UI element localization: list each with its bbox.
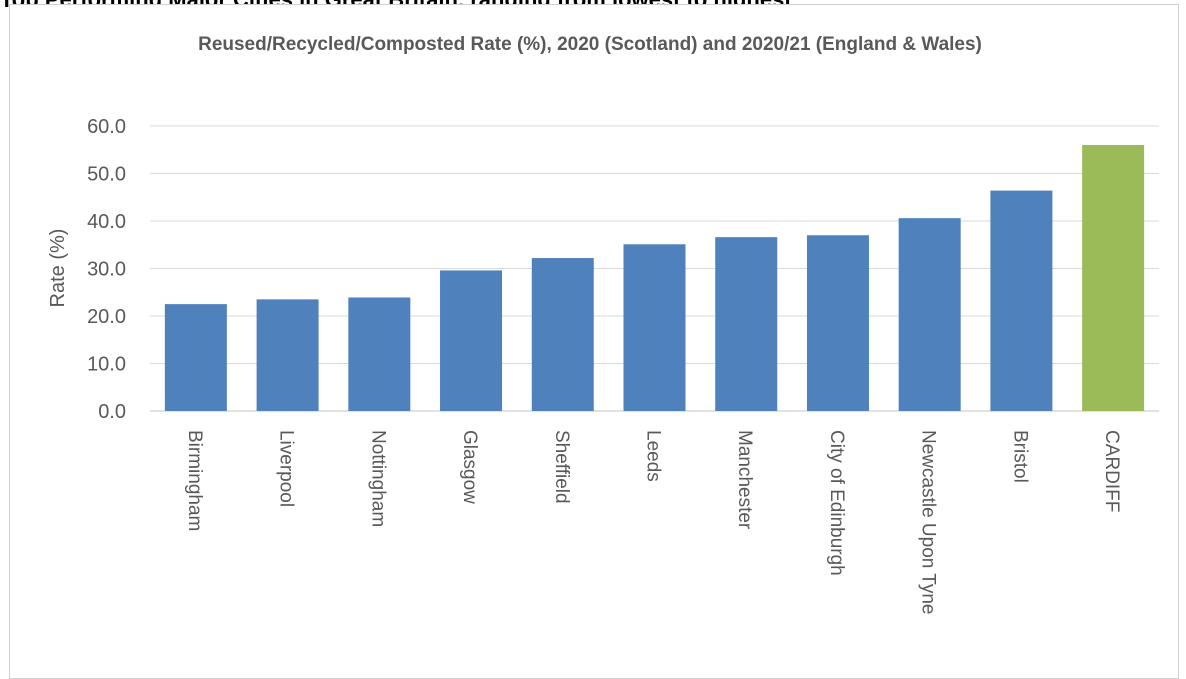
category-labels: Birmingham Liverpool Nottingham Glasgow Shef… <box>184 430 1122 614</box>
bar-glasgow <box>440 270 503 411</box>
category-label: Leeds <box>643 430 664 482</box>
bars <box>164 145 1145 411</box>
category-label: Manchester <box>734 430 755 530</box>
category-label: Bristol <box>1009 430 1030 483</box>
y-tick-label: 50.0 <box>87 164 126 186</box>
bar-birmingham <box>164 304 227 411</box>
category-label: CARDIFF <box>1101 430 1122 512</box>
chart-title: Reused/Recycled/Composted Rate (%), 2020… <box>198 34 982 55</box>
y-tick-label: 20.0 <box>87 306 126 328</box>
bar-cardiff <box>1082 145 1145 411</box>
bar-nottingham <box>348 297 411 411</box>
bar-newcastle-upon-tyne <box>898 218 961 411</box>
category-label: Nottingham <box>367 430 388 527</box>
category-label: Liverpool <box>276 430 297 507</box>
y-tick-labels: 0.0 10.0 20.0 30.0 40.0 50.0 60.0 <box>87 116 126 423</box>
category-label: Birmingham <box>184 430 205 531</box>
y-tick-label: 10.0 <box>87 354 126 376</box>
bar-sheffield <box>531 258 594 411</box>
bar-bristol <box>990 190 1053 411</box>
bar-liverpool <box>256 299 319 411</box>
category-label: Glasgow <box>459 430 480 504</box>
category-label: City of Edinburgh <box>826 430 847 576</box>
bar-city-of-edinburgh <box>806 235 869 411</box>
bar-manchester <box>715 237 778 411</box>
y-tick-label: 60.0 <box>87 116 126 138</box>
category-label: Newcastle Upon Tyne <box>918 430 939 614</box>
y-tick-label: 30.0 <box>87 259 126 281</box>
category-label: Sheffield <box>551 430 572 504</box>
y-axis-label: Rate (%) <box>47 229 69 308</box>
y-tick-label: 0.0 <box>98 401 126 423</box>
bar-leeds <box>623 244 686 411</box>
y-tick-label: 40.0 <box>87 211 126 233</box>
